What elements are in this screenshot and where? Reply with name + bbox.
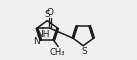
Text: O: O (47, 8, 54, 17)
Text: S: S (81, 47, 87, 56)
Text: N: N (33, 37, 40, 46)
Text: NH: NH (36, 30, 50, 39)
Text: S: S (44, 10, 50, 19)
Text: CH₃: CH₃ (50, 48, 65, 57)
